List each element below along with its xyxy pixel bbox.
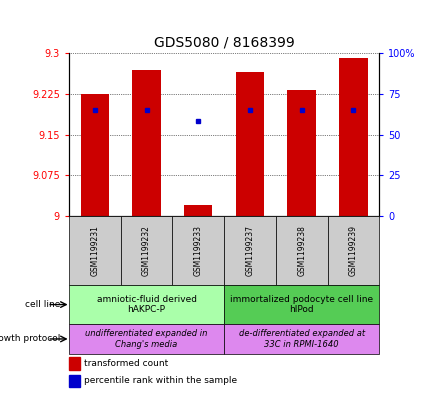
Text: GSM1199238: GSM1199238 (297, 225, 305, 276)
Text: immortalized podocyte cell line
hIPod: immortalized podocyte cell line hIPod (230, 295, 372, 314)
Bar (69, 324, 224, 354)
Bar (69, 285, 224, 324)
Text: GSM1199237: GSM1199237 (245, 225, 254, 276)
Bar (120, 216, 172, 285)
Bar (172, 216, 224, 285)
Text: amniotic-fluid derived
hAKPC-P: amniotic-fluid derived hAKPC-P (96, 295, 196, 314)
Text: GSM1199233: GSM1199233 (194, 225, 202, 276)
Bar (235, 72, 264, 216)
Bar (287, 90, 315, 216)
Bar (327, 216, 378, 285)
Bar (69, 375, 80, 387)
Bar (69, 216, 120, 285)
Bar (69, 357, 80, 369)
Bar (132, 70, 160, 216)
Bar (275, 216, 327, 285)
Bar (224, 216, 275, 285)
Bar (338, 59, 367, 216)
Text: GSM1199239: GSM1199239 (348, 225, 357, 276)
Title: GDS5080 / 8168399: GDS5080 / 8168399 (154, 35, 294, 49)
Text: de-differentiated expanded at
33C in RPMI-1640: de-differentiated expanded at 33C in RPM… (238, 329, 364, 349)
Text: undifferentiated expanded in
Chang's media: undifferentiated expanded in Chang's med… (85, 329, 207, 349)
Text: percentile rank within the sample: percentile rank within the sample (84, 376, 237, 386)
Text: growth protocol: growth protocol (0, 334, 60, 343)
Text: cell line: cell line (25, 300, 60, 309)
Bar (184, 205, 212, 216)
Bar (224, 285, 378, 324)
Text: GSM1199232: GSM1199232 (142, 225, 150, 276)
Text: GSM1199231: GSM1199231 (90, 225, 99, 276)
Bar (224, 324, 378, 354)
Bar (80, 94, 109, 216)
Text: transformed count: transformed count (84, 359, 168, 368)
